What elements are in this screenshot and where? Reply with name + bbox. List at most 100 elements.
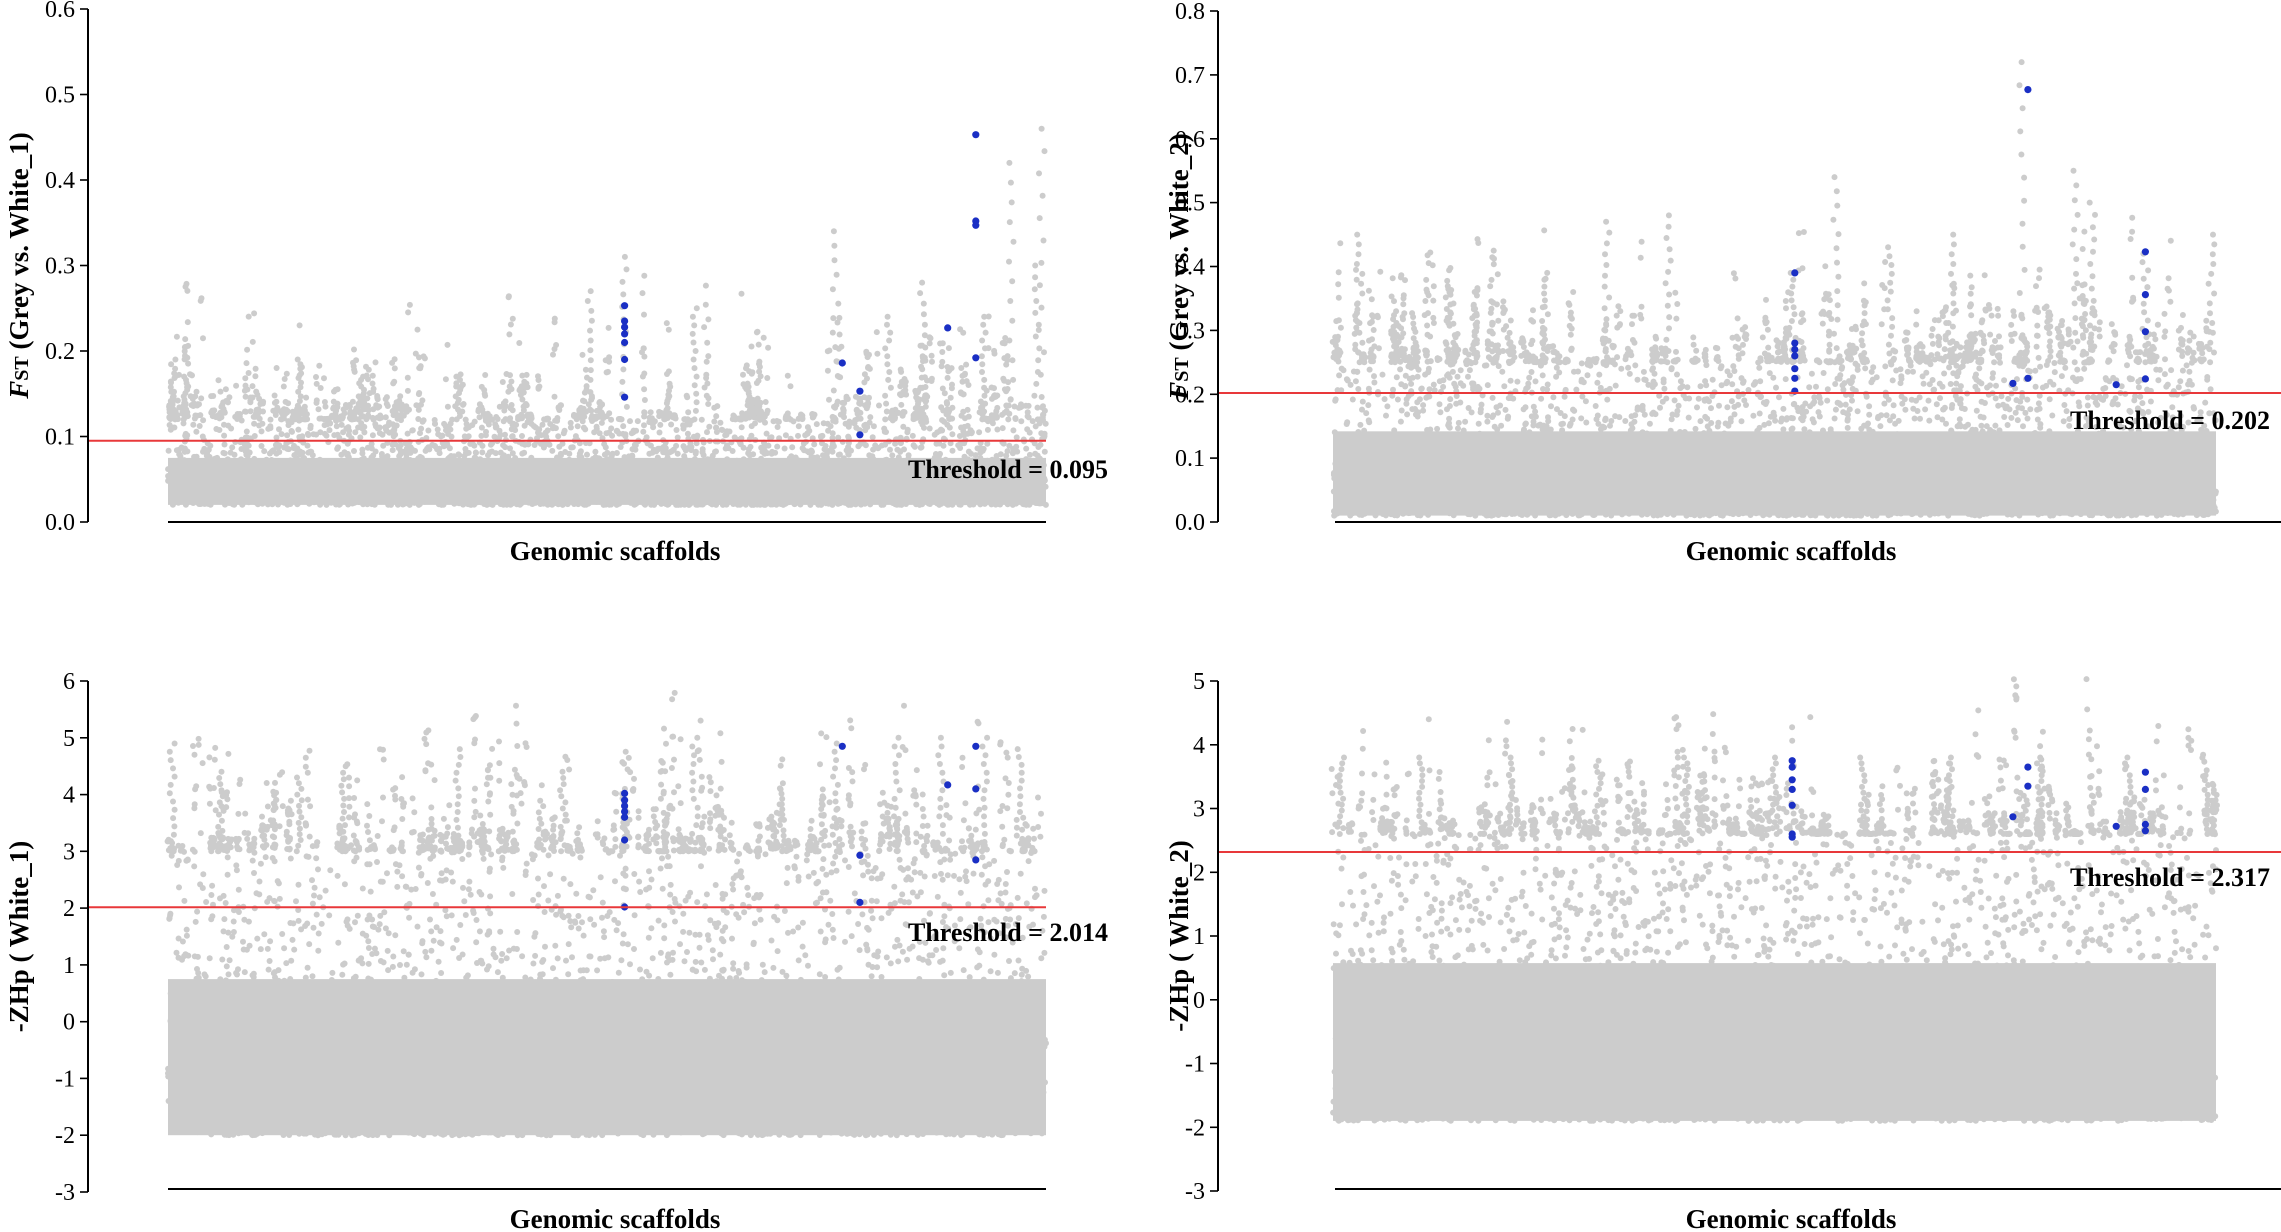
peak-point (1038, 259, 1045, 266)
bg-point (406, 301, 413, 308)
significant-point (944, 324, 952, 332)
peak-point (1036, 170, 1042, 177)
peak-point (834, 373, 841, 379)
bg-point (280, 383, 287, 390)
bg-point (731, 434, 738, 441)
bg-point (528, 413, 535, 420)
peak-point (619, 278, 626, 285)
peak-point (886, 337, 893, 344)
bg-point (184, 319, 191, 326)
bg-point (2020, 423, 2026, 430)
bg-point (542, 429, 549, 436)
bg-point (944, 374, 951, 381)
bg-point (958, 424, 965, 431)
bg-point (165, 447, 172, 454)
bg-point (1553, 364, 1560, 371)
bg-point (2077, 376, 2084, 382)
bg-point (215, 377, 222, 384)
bg-point (748, 370, 755, 377)
bg-point (181, 356, 188, 363)
bg-point (256, 415, 263, 422)
bg-point (754, 328, 761, 335)
bg-point (507, 415, 514, 422)
bg-point (409, 427, 416, 434)
bg-point (1499, 368, 1506, 375)
peak-point (453, 373, 460, 380)
bg-point (512, 427, 519, 434)
y-tick-label: 0.5 (45, 83, 75, 109)
bg-point (937, 340, 944, 347)
significant-point (972, 131, 980, 139)
peak-point (1031, 286, 1038, 293)
peak-point (920, 300, 927, 307)
peak-point (884, 321, 890, 328)
bg-point (692, 448, 699, 455)
bg-point (303, 394, 310, 401)
bg-point (703, 358, 710, 365)
bg-point (717, 419, 724, 426)
bg-point (649, 449, 656, 456)
bg-point (991, 350, 998, 357)
peak-point (587, 357, 594, 364)
bg-point (1992, 395, 1999, 402)
peak-point (693, 390, 700, 397)
bg-point (245, 442, 252, 449)
peak-point (690, 339, 697, 346)
bg-point (864, 403, 871, 410)
peak-point (587, 367, 594, 374)
bg-point (787, 383, 794, 390)
bg-point (802, 432, 809, 439)
peak-point (830, 315, 837, 322)
bg-point (1661, 385, 1668, 392)
bg-point (294, 445, 301, 452)
bg-point (946, 406, 953, 413)
bg-point (821, 446, 828, 453)
bg-point (1004, 448, 1011, 455)
bg-point (657, 421, 664, 428)
bg-point (316, 415, 323, 422)
bg-point (478, 404, 485, 411)
y-axis-title: FST (Grey vs. White_1) (4, 132, 34, 399)
bg-point (1003, 388, 1010, 395)
bg-point (460, 401, 467, 407)
bg-point (2046, 396, 2053, 403)
bg-point (244, 346, 251, 353)
bg-point (1716, 402, 1722, 409)
bg-point (555, 433, 562, 440)
peak-point (691, 382, 698, 389)
significant-point (972, 354, 980, 362)
significant-point (621, 338, 629, 347)
bg-point (273, 434, 280, 441)
bg-point (368, 441, 375, 447)
peak-point (887, 329, 894, 336)
peak-point (832, 416, 839, 423)
bg-point (409, 446, 416, 453)
bg-point (253, 388, 260, 395)
bg-point (193, 428, 200, 435)
peak-point (886, 369, 893, 375)
bg-point (1646, 420, 1653, 427)
peak-point (1040, 237, 1047, 244)
bg-point (415, 406, 422, 413)
bg-point (765, 344, 772, 351)
bg-point (369, 380, 376, 387)
bg-point (750, 451, 757, 458)
peak-point (1009, 317, 1016, 324)
bg-point (415, 391, 422, 398)
bg-point (756, 358, 763, 365)
bg-point (426, 446, 433, 453)
bg-point (640, 428, 647, 435)
bg-point (2061, 402, 2068, 408)
bg-point (993, 414, 1000, 421)
peak-point (919, 353, 926, 360)
bg-point (397, 401, 404, 408)
bg-point (242, 375, 249, 382)
bg-point (271, 399, 278, 406)
bg-point (269, 447, 276, 454)
bg-point (979, 447, 986, 454)
bg-point (808, 447, 815, 454)
bg-point (1998, 393, 2005, 400)
background-points (1329, 59, 2219, 519)
peak-point (172, 365, 179, 372)
bg-point (1550, 394, 1557, 401)
